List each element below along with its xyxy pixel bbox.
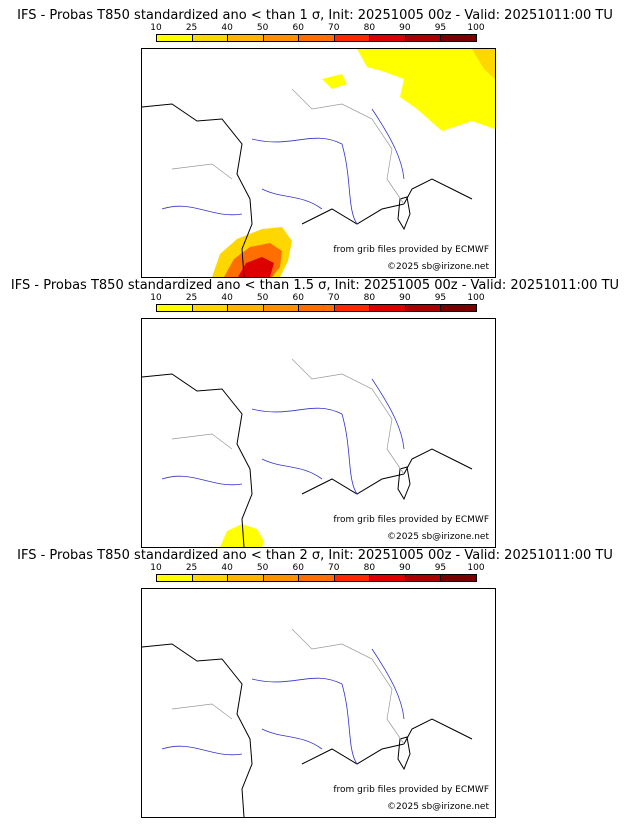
colorbar-tick-label: 25: [185, 23, 198, 33]
colorbar-swatch: [262, 574, 300, 582]
colorbar-swatch: [191, 574, 229, 582]
colorbar-swatch: [369, 574, 406, 582]
colorbar-tick-label: 100: [467, 563, 485, 573]
map-canvas: [142, 49, 495, 277]
colorbar-tick-label: 90: [399, 23, 411, 33]
colorbar-swatch: [156, 304, 193, 312]
data-source-credit: from grib files provided by ECMWF: [333, 515, 489, 525]
probability-area-pyrenees: [220, 524, 264, 547]
colorbar-swatch: [156, 574, 193, 582]
panel-title: IFS - Probas T850 standardized ano < tha…: [17, 8, 613, 23]
copyright-credit: ©2025 sb@irizone.net: [387, 262, 489, 272]
colorbar-tick-label: 50: [256, 23, 269, 33]
colorbar-tick-label: 40: [221, 563, 233, 573]
colorbar-swatch: [227, 574, 264, 582]
colorbar-tick-label: 40: [221, 23, 233, 33]
colorbar-tick-label: 60: [292, 563, 304, 573]
map-canvas: [142, 358, 473, 547]
colorbar-swatch: [440, 304, 477, 312]
map-frame: from grib files provided by ECMWF ©2025 …: [141, 48, 496, 278]
colorbar-tick-label: 95: [434, 293, 447, 303]
panel-title: IFS - Probas T850 standardized ano < tha…: [10, 278, 620, 293]
river: [251, 677, 358, 765]
colorbar-swatch: [298, 34, 335, 42]
colorbar-tick-label: 70: [328, 293, 340, 303]
corsica-outline: [397, 736, 411, 771]
colorbar-tick-label: 70: [328, 23, 340, 33]
colorbar-swatch: [404, 304, 442, 312]
river: [251, 137, 358, 225]
data-source-credit: from grib files provided by ECMWF: [333, 245, 489, 255]
colorbar-swatch: [440, 574, 477, 582]
colorbar-tick-label: 50: [256, 293, 269, 303]
map-frame: from grib files provided by ECMWF ©2025 …: [141, 318, 496, 548]
colorbar-swatch: [440, 34, 477, 42]
probability-area-north-east: [472, 49, 495, 79]
colorbar-swatch: [156, 34, 193, 42]
colorbar: 10 25 40 50 60 70 80 90 95 100: [150, 23, 485, 47]
corsica-outline: [397, 466, 411, 501]
map-panel-3: IFS - Probas T850 standardized ano < tha…: [0, 548, 630, 818]
colorbar-swatch: [191, 34, 229, 42]
colorbar-tick-label: 25: [185, 293, 198, 303]
colorbar-tick-label: 95: [434, 563, 447, 573]
colorbar-swatch: [191, 304, 229, 312]
colorbar-swatch: [298, 574, 335, 582]
map-frame: from grib files provided by ECMWF ©2025 …: [141, 588, 496, 818]
probability-area-pyrenees-peak: [238, 257, 274, 277]
colorbar-swatch: [333, 34, 371, 42]
colorbar-tick-label: 10: [150, 23, 162, 33]
colorbar-swatch: [227, 34, 264, 42]
colorbar-tick-label: 100: [467, 23, 485, 33]
probability-area-north-east: [357, 49, 495, 131]
border: [171, 628, 405, 745]
colorbar-tick-label: 80: [363, 293, 376, 303]
colorbar: 10 25 40 50 60 70 80 90 95 100: [150, 563, 485, 587]
map-panel-2: IFS - Probas T850 standardized ano < tha…: [0, 278, 630, 548]
colorbar-tick-label: 80: [363, 23, 376, 33]
colorbar-swatch: [262, 34, 300, 42]
colorbar-tick-label: 40: [221, 293, 233, 303]
colorbar-tick-label: 10: [150, 563, 162, 573]
colorbar-tick-label: 100: [467, 293, 485, 303]
river: [161, 108, 405, 216]
copyright-credit: ©2025 sb@irizone.net: [387, 532, 489, 542]
data-source-credit: from grib files provided by ECMWF: [333, 785, 489, 795]
colorbar-tick-label: 70: [328, 563, 340, 573]
colorbar-swatch: [404, 574, 442, 582]
colorbar-tick-label: 60: [292, 293, 304, 303]
colorbar-tick-label: 90: [399, 563, 411, 573]
colorbar-swatch: [227, 304, 264, 312]
colorbar-tick-label: 60: [292, 23, 304, 33]
panel-title: IFS - Probas T850 standardized ano < tha…: [17, 548, 613, 563]
river: [251, 407, 358, 495]
border: [171, 88, 405, 205]
colorbar-tick-label: 95: [434, 23, 447, 33]
corsica-outline: [397, 196, 411, 231]
colorbar-tick-label: 80: [363, 563, 376, 573]
copyright-credit: ©2025 sb@irizone.net: [387, 802, 489, 812]
colorbar-tick-label: 50: [256, 563, 269, 573]
map-panel-1: IFS - Probas T850 standardized ano < tha…: [0, 8, 630, 278]
probability-area-belgium: [322, 74, 347, 89]
colorbar-swatch: [369, 34, 406, 42]
river: [161, 378, 405, 486]
colorbar-swatch: [333, 574, 371, 582]
colorbar-tick-label: 90: [399, 293, 411, 303]
colorbar-swatch: [369, 304, 406, 312]
map-canvas: [142, 628, 473, 817]
border: [171, 358, 405, 475]
colorbar-swatch: [262, 304, 300, 312]
colorbar-swatch: [298, 304, 335, 312]
colorbar-swatch: [404, 34, 442, 42]
colorbar: 10 25 40 50 60 70 80 90 95 100: [150, 293, 485, 317]
colorbar-tick-label: 25: [185, 563, 198, 573]
colorbar-swatch: [333, 304, 371, 312]
colorbar-tick-label: 10: [150, 293, 162, 303]
river: [161, 648, 405, 756]
